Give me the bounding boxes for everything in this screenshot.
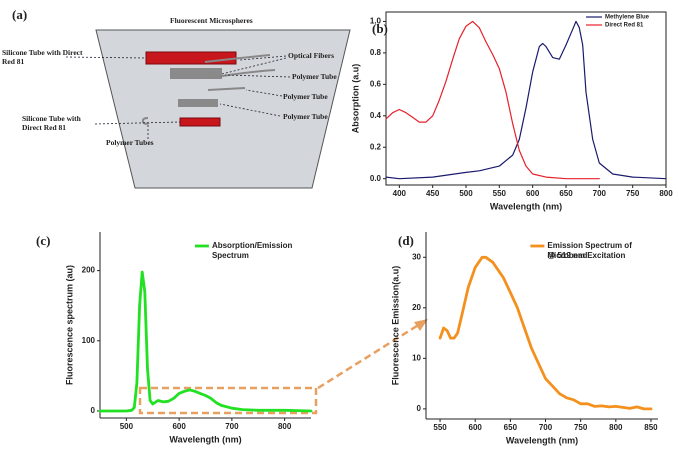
silicone-tube (179, 117, 221, 127)
diagram-label: Polymer Tube (283, 112, 328, 121)
series-line (438, 255, 653, 411)
leader-lines (65, 55, 291, 140)
x-tick-label: 700 (225, 422, 239, 431)
legend-label: Direct Red 81 (605, 23, 644, 29)
y-tick-label: 20 (412, 303, 421, 312)
series-line (385, 20, 600, 180)
x-tick-label: 800 (278, 422, 292, 431)
y-tick-label: 30 (412, 252, 421, 261)
diagram-label: Polymer Tube (283, 92, 328, 101)
polymer-tube (178, 99, 218, 107)
legend-label: Methylene Blue (605, 15, 650, 21)
y-tick-label: 0.2 (370, 142, 382, 151)
arrow-head (414, 319, 428, 331)
y-tick-label: 10 (412, 353, 421, 362)
diagram-label: Polymer Tubes (106, 138, 154, 147)
y-tick-label: 0.6 (370, 79, 382, 88)
x-tick-label: 850 (644, 423, 658, 432)
y-tick-label: 0.0 (370, 174, 382, 183)
panel-label: (b) (372, 21, 388, 36)
panel-label: (a) (12, 7, 28, 22)
x-tick-label: 700 (539, 423, 553, 432)
x-axis-label: Wavelength (nm) (169, 434, 241, 444)
diagram-label: Silicone Tube with Direct Red 81 (22, 114, 81, 132)
annotation: @ 519 nm Excitation (547, 251, 625, 260)
diagram-title: Fluorescent Microspheres (170, 16, 253, 25)
x-tick-label: 650 (559, 189, 573, 198)
panel-label: (d) (398, 233, 414, 248)
polymer-tube-small (141, 117, 150, 125)
y-tick-label: 0 (91, 406, 96, 415)
x-tick-label: 700 (593, 189, 607, 198)
x-axis-label: Wavelength (nm) (490, 201, 562, 211)
connector-arrow (317, 322, 421, 390)
x-tick-label: 550 (493, 189, 507, 198)
diagram-label: Silicone Tube with Direct Red 81 (2, 48, 83, 66)
x-tick-label: 750 (574, 423, 588, 432)
diagram-label: Polymer Tube (292, 72, 337, 81)
y-tick-label: 200 (82, 266, 96, 275)
y-tick-label: 0.8 (370, 48, 382, 57)
x-tick-label: 500 (459, 189, 473, 198)
y-axis-label: Fluorescence spectrum (au) (64, 265, 74, 385)
silicone-tube (145, 51, 237, 65)
y-tick-label: 100 (82, 336, 96, 345)
x-tick-label: 800 (659, 189, 673, 198)
x-tick-label: 650 (504, 423, 518, 432)
x-tick-label: 500 (120, 422, 134, 431)
x-axis-label: Wavelength (nm) (506, 435, 578, 445)
plot-frame (385, 11, 667, 186)
y-tick-label: 0.4 (370, 111, 382, 120)
x-tick-label: 550 (433, 423, 447, 432)
x-tick-label: 800 (609, 423, 623, 432)
x-tick-label: 450 (426, 189, 440, 198)
y-axis-label: Absorption (a.u) (350, 64, 360, 134)
x-tick-label: 400 (393, 189, 407, 198)
x-tick-label: 750 (626, 189, 640, 198)
optical-fiber (204, 54, 276, 91)
x-tick-label: 600 (469, 423, 483, 432)
y-axis-label: Fluorescence Emission(a.u) (390, 266, 400, 386)
highlight-box (138, 386, 318, 415)
sample-holder (95, 29, 351, 189)
polymer-tube (170, 68, 222, 79)
diagram-label: Optical Fibers (288, 51, 335, 60)
series-line (98, 270, 313, 413)
legend-label: Absorption/Emission Spectrum (211, 241, 293, 260)
legend-label: Emission Spectrum of Microbead (547, 241, 632, 260)
panel-label: (c) (36, 233, 50, 248)
y-tick-label: 1.0 (370, 17, 382, 26)
y-tick-label: 0 (417, 404, 422, 413)
x-tick-label: 600 (526, 189, 540, 198)
x-tick-label: 600 (172, 422, 186, 431)
series-line (385, 20, 667, 180)
